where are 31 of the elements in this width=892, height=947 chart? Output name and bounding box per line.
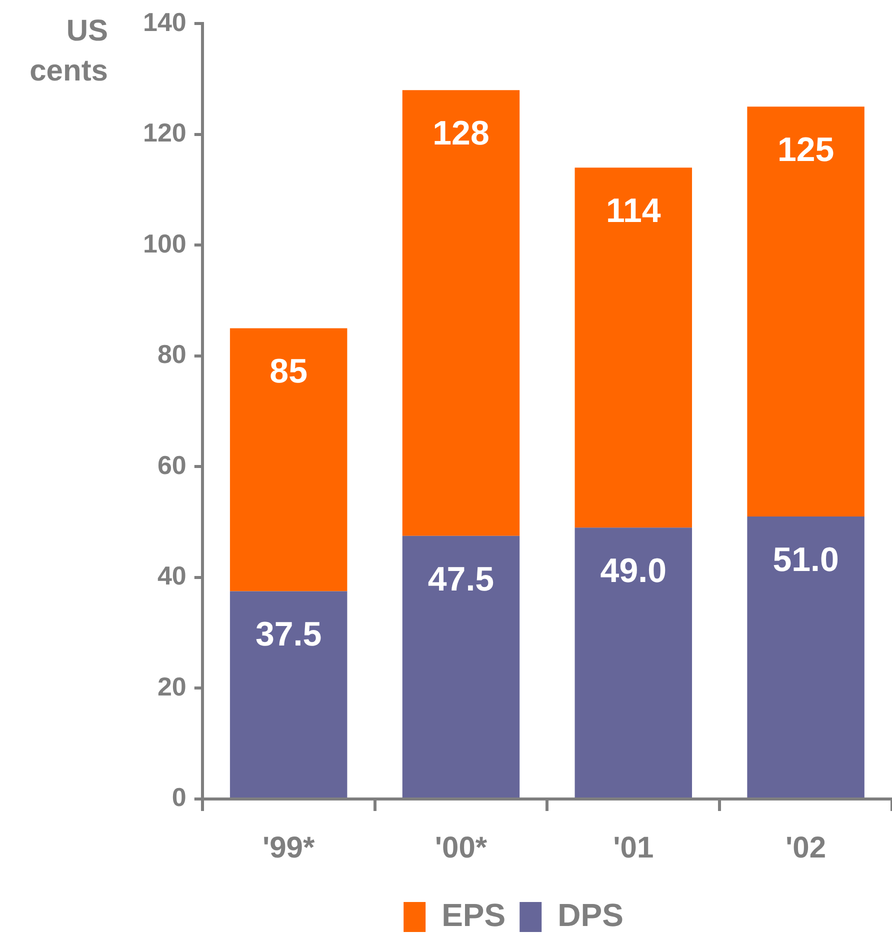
total-label: 114 xyxy=(606,192,661,230)
bar xyxy=(574,528,692,798)
bar xyxy=(747,516,864,798)
total-label: 85 xyxy=(270,352,308,391)
y-axis-title: US cents xyxy=(30,14,108,88)
y-tick-label: 140 xyxy=(142,6,186,37)
y-tick-label: 80 xyxy=(157,339,186,370)
data-label: 49.0 xyxy=(600,552,666,590)
x-tick-label: '01 xyxy=(613,831,654,864)
legend-label: EPS xyxy=(442,896,506,933)
bar xyxy=(230,591,348,798)
y-tick-label: 20 xyxy=(157,671,186,702)
y-tick-label: 0 xyxy=(172,782,186,812)
data-label: 37.5 xyxy=(255,616,322,654)
x-tick-label: '00* xyxy=(434,831,488,864)
y-tick-label: 120 xyxy=(142,118,186,148)
y-tick-label: 100 xyxy=(142,228,186,258)
bar xyxy=(747,106,864,517)
total-label: 128 xyxy=(432,114,490,152)
bar xyxy=(402,536,520,798)
data-label: 47.5 xyxy=(428,560,494,598)
bar xyxy=(402,90,520,536)
legend-label: DPS xyxy=(558,896,624,933)
data-label: 51.0 xyxy=(772,540,839,579)
bar xyxy=(230,328,348,592)
total-label: 125 xyxy=(777,131,834,170)
y-tick-label: 40 xyxy=(157,560,186,591)
y-tick-label: 60 xyxy=(157,450,186,480)
bar xyxy=(574,168,692,528)
x-tick-label: '02 xyxy=(786,831,826,864)
x-tick-label: '99* xyxy=(262,831,315,864)
